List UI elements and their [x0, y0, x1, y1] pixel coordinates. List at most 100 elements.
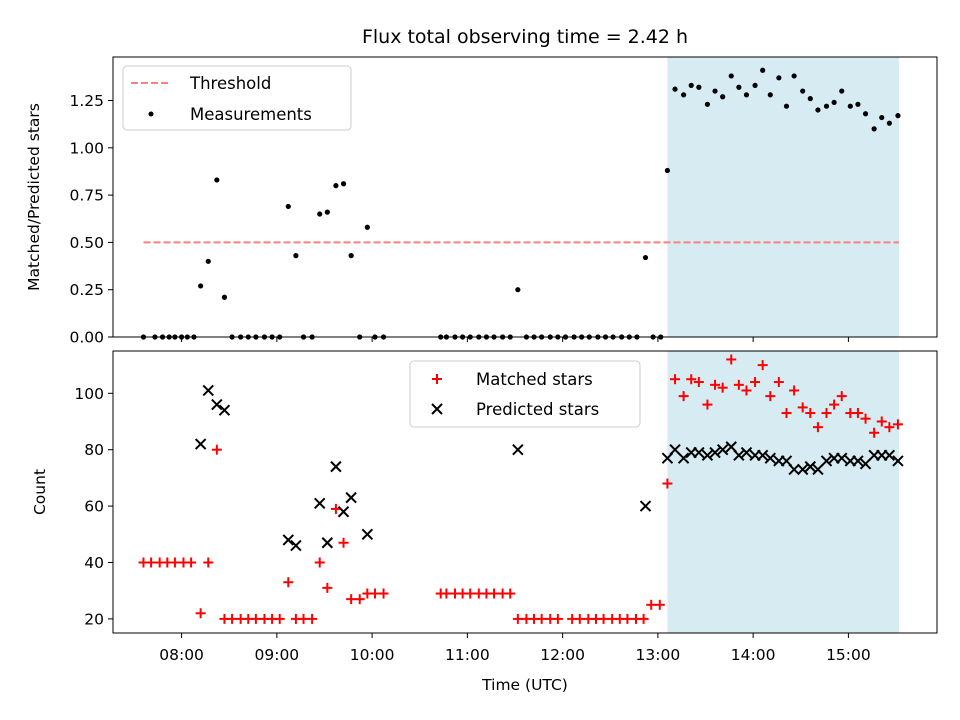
matched-star-point	[441, 588, 452, 599]
matched-star-point	[710, 379, 721, 390]
matched-star-point	[781, 408, 792, 419]
top-y-tick-label: 0.75	[69, 187, 104, 205]
predicted-star-point	[859, 458, 872, 470]
matched-star-point	[169, 557, 180, 568]
matched-star-point	[860, 413, 871, 424]
bottom-x-ticks: 08:00 09:00 10:00 11:00 12:00 13:00 14:00 15:00	[159, 633, 871, 664]
matched-star-point	[670, 374, 681, 385]
predicted-star-point	[639, 500, 652, 512]
measurement-point	[293, 253, 299, 259]
predicted-star-point	[211, 398, 223, 411]
measurement-point	[221, 294, 228, 300]
top-panel: 0.00 0.25 0.50 0.75 1.00 1.25 Matched/Predict…	[25, 56, 938, 347]
matched-star-point	[678, 391, 689, 402]
measurement-point	[340, 181, 347, 187]
matched-star-point	[805, 408, 816, 419]
bottom-y-ticks: 20 40 60 80 100	[74, 385, 113, 628]
measurement-point	[886, 120, 892, 126]
measurement-point	[285, 203, 291, 210]
measurement-point	[198, 283, 204, 289]
predicted-star-point	[892, 455, 904, 467]
measurement-point	[807, 96, 813, 102]
matched-star-point	[186, 557, 197, 568]
matched-star-point	[512, 613, 523, 624]
top-x-ticks	[181, 337, 849, 342]
predicted-star-point	[282, 534, 294, 546]
matched-star-point	[203, 557, 214, 568]
measurement-point	[800, 88, 806, 94]
measurement-point	[205, 258, 211, 264]
legend-measurements-label: Measurements	[190, 105, 312, 124]
measurement-point	[895, 113, 901, 119]
top-y-ticks: 0.00 0.25 0.50 0.75 1.00 1.25	[69, 92, 113, 347]
predicted-star-point	[512, 443, 524, 456]
predicted-star-point	[194, 438, 207, 450]
matched-star-point	[322, 582, 333, 593]
top-y-axis-label: Matched/Predicted stars	[25, 103, 43, 291]
measurement-point	[871, 126, 877, 132]
matched-star-point	[552, 613, 563, 624]
predicted-star-point	[883, 449, 896, 462]
x-tick-label: 15:00	[826, 646, 871, 664]
matched-star-point	[274, 613, 285, 624]
matched-star-point	[869, 427, 880, 438]
measurement-point	[214, 177, 220, 183]
legend-predicted-label: Predicted stars	[476, 400, 599, 419]
predicted-star-point	[812, 463, 824, 476]
measurement-point	[879, 114, 885, 121]
predicted-star-point	[836, 452, 848, 464]
predicted-star-point	[337, 506, 350, 518]
legend-predicted-swatch	[431, 403, 443, 415]
matched-star-point	[598, 613, 609, 624]
matched-star-point	[726, 354, 737, 365]
matched-star-point	[146, 557, 157, 568]
bottom-axes-frame	[112, 350, 938, 634]
matched-star-point	[733, 379, 744, 390]
matched-star-point	[750, 377, 761, 388]
bottom-y-tick-label: 80	[84, 441, 104, 459]
matched-star-point	[298, 613, 309, 624]
matched-star-point	[686, 374, 697, 385]
x-tick-label: 14:00	[731, 646, 776, 664]
bottom-y-tick-label: 20	[84, 610, 104, 628]
bottom-legend-box	[409, 360, 641, 428]
measurement-point	[672, 86, 678, 92]
predicted-star-point	[740, 446, 753, 459]
bottom-y-tick-label: 60	[84, 498, 104, 516]
x-tick-label: 12:00	[540, 646, 585, 664]
measurement-point	[712, 88, 718, 94]
measurement-point	[752, 82, 758, 88]
top-y-tick-label: 0.50	[69, 234, 104, 252]
legend-matched-label: Matched stars	[476, 370, 593, 389]
measurement-point	[642, 254, 649, 261]
matched-star-point	[622, 613, 633, 624]
predicted-star-point	[330, 460, 342, 473]
measurement-point	[831, 99, 837, 106]
predicted-star-point	[361, 528, 374, 541]
matched-star-point	[876, 416, 887, 427]
matched-star-point	[638, 613, 649, 624]
measurement-point	[776, 75, 782, 81]
x-tick-label: 09:00	[255, 646, 300, 664]
matched-star-point	[741, 385, 752, 396]
predicted-star-point	[290, 539, 302, 552]
matched-star-point	[773, 377, 784, 388]
measurement-point	[760, 67, 766, 73]
bottom-legend: Matched stars Predicted stars	[409, 360, 641, 428]
x-axis-label: Time (UTC)	[481, 676, 568, 694]
measurement-point	[743, 92, 750, 98]
top-y-tick-label: 0.25	[69, 281, 104, 299]
matched-star-point	[378, 588, 389, 599]
measurement-point	[783, 103, 790, 109]
measurement-point	[364, 224, 370, 230]
matched-star-point	[789, 385, 800, 396]
bottom-shaded-region	[667, 351, 899, 633]
matched-star-point	[283, 577, 294, 588]
legend-matched-swatch	[432, 374, 442, 384]
measurement-point	[728, 73, 734, 79]
measurement-point	[736, 84, 742, 90]
predicted-star-point	[693, 446, 705, 459]
predicted-star-point	[852, 455, 864, 467]
matched-star-point	[829, 399, 840, 410]
